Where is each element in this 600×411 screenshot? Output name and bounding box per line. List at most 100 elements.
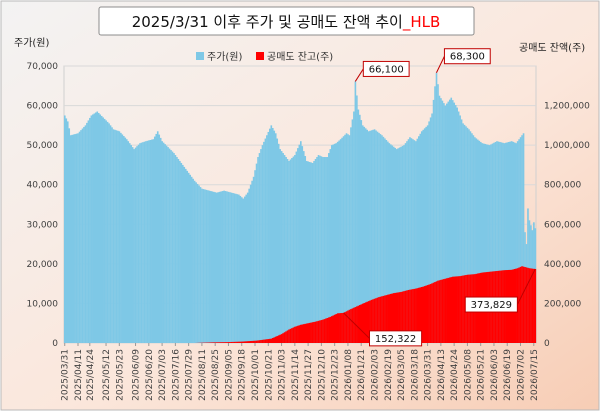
price-bar — [167, 147, 169, 343]
short-balance-bar — [267, 339, 270, 343]
short-balance-bar — [236, 341, 239, 343]
price-bar — [207, 190, 209, 343]
price-bar — [341, 137, 343, 343]
price-bar — [263, 141, 265, 343]
price-bar — [217, 192, 220, 343]
price-bar — [465, 126, 467, 343]
x-tick-label: 2025/11/14 — [291, 349, 301, 401]
price-bar — [415, 141, 417, 343]
price-bar — [242, 198, 245, 343]
price-bar — [444, 105, 447, 343]
x-tick-label: 2025/10/01 — [251, 349, 261, 401]
price-bar — [353, 111, 355, 343]
price-bar — [269, 128, 271, 343]
price-bar — [173, 153, 175, 343]
price-bar — [164, 144, 166, 343]
price-bar — [364, 128, 367, 343]
short-balance-bar — [313, 321, 315, 343]
short-balance-bar — [212, 342, 215, 343]
price-bar — [466, 127, 469, 344]
price-bar — [291, 158, 293, 343]
price-bar — [97, 112, 100, 343]
price-bar — [457, 111, 460, 343]
price-bar — [379, 134, 382, 343]
price-bar — [434, 86, 436, 344]
price-bar — [428, 121, 430, 344]
short-balance-bar — [378, 297, 380, 343]
price-bar — [212, 191, 215, 343]
price-bar — [125, 139, 128, 343]
price-bar — [121, 134, 124, 343]
price-bar — [407, 139, 410, 343]
short-balance-bar — [415, 288, 417, 343]
price-bar — [475, 138, 478, 343]
price-bar — [170, 150, 172, 343]
short-balance-bar — [367, 301, 370, 343]
short-balance-bar — [418, 287, 420, 343]
price-bar — [409, 137, 411, 343]
price-bar — [326, 157, 329, 343]
price-bar — [152, 139, 155, 343]
price-bar — [478, 140, 481, 343]
x-tick-label: 2026/01/08 — [344, 349, 354, 401]
short-balance-bar — [218, 342, 221, 343]
price-bar — [65, 118, 68, 343]
price-bar — [127, 141, 130, 343]
short-balance-bar — [264, 339, 267, 343]
short-balance-bar — [332, 315, 335, 343]
short-balance-bar — [249, 341, 252, 343]
short-balance-bar — [285, 331, 287, 343]
price-bar — [313, 160, 315, 343]
right-y-tick-label: 800,000 — [544, 181, 581, 191]
x-tick-label: 2026/03/31 — [424, 349, 434, 401]
short-balance-bar — [425, 285, 427, 343]
left-axis-title: 주가(원) — [14, 37, 50, 49]
x-tick-label: 2025/08/25 — [211, 349, 221, 401]
short-balance-bar — [289, 328, 292, 343]
price-bar — [145, 141, 147, 343]
price-bar — [366, 129, 368, 343]
price-bar — [83, 126, 85, 343]
price-bar — [488, 145, 491, 343]
series-layer — [64, 72, 537, 344]
short-balance-bar — [397, 292, 399, 343]
short-balance-bar — [238, 341, 240, 343]
short-balance-bar — [444, 278, 447, 343]
short-balance-bar — [401, 291, 404, 343]
left-y-tick-label: 20,000 — [27, 260, 59, 270]
x-tick-label: 2026/05/08 — [463, 349, 473, 401]
price-bar — [115, 130, 118, 343]
short-balance-bar — [372, 299, 374, 343]
short-balance-bar — [252, 340, 255, 343]
short-balance-bar — [266, 339, 268, 343]
short-balance-bar — [336, 313, 339, 343]
annotation-label: 68,300 — [450, 52, 485, 63]
price-bar — [317, 155, 320, 343]
price-bar — [93, 113, 96, 343]
price-bar — [81, 128, 84, 343]
price-bar — [239, 195, 242, 343]
legend: 주가(원) 공매도 잔고(주) — [196, 51, 333, 63]
short-balance-bar — [463, 275, 466, 343]
short-balance-bar — [288, 329, 290, 343]
price-bar — [199, 187, 202, 343]
price-bar — [367, 131, 370, 343]
short-balance-bar — [261, 339, 264, 343]
short-balance-bar — [438, 280, 441, 343]
price-bar — [468, 129, 470, 343]
price-bar — [378, 132, 380, 343]
short-balance-bar — [248, 341, 250, 343]
price-bar — [114, 129, 116, 343]
short-balance-bar — [294, 326, 296, 343]
price-bar — [94, 112, 97, 343]
short-balance-bar — [271, 337, 274, 343]
price-bar — [401, 145, 404, 343]
price-bar — [453, 102, 456, 343]
price-bar — [361, 125, 364, 343]
price-bar — [224, 191, 227, 343]
price-bar — [134, 147, 137, 343]
price-bar — [339, 139, 342, 343]
price-bar — [245, 194, 248, 343]
short-balance-bar — [453, 276, 456, 343]
price-bar — [103, 118, 106, 343]
